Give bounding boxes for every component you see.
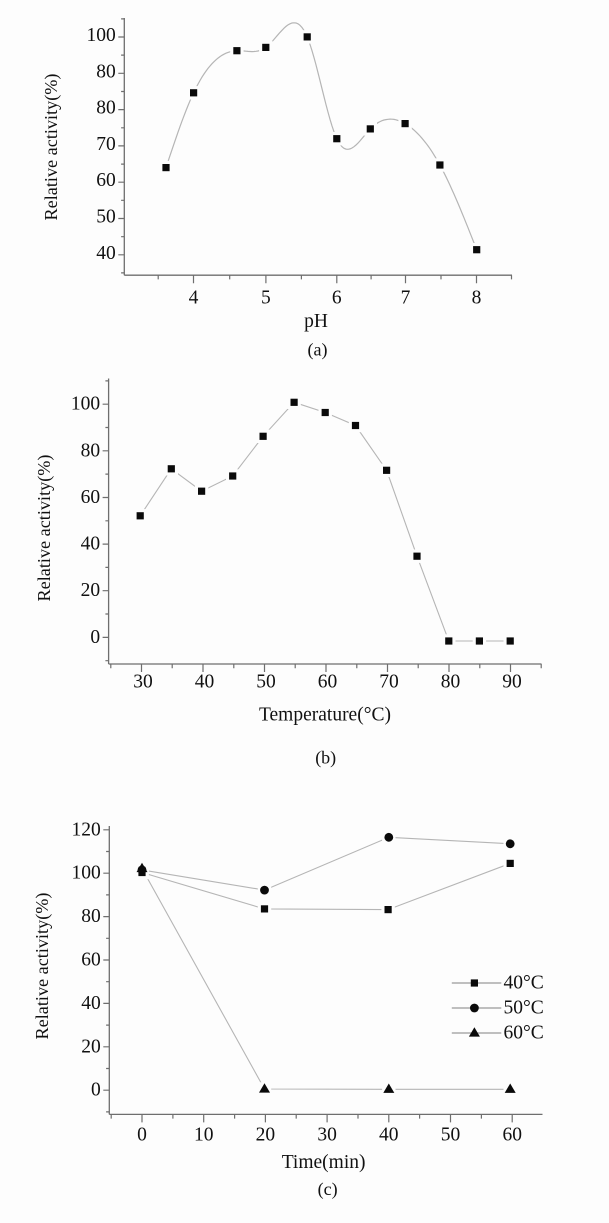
svg-text:30: 30	[317, 1125, 337, 1146]
svg-text:0: 0	[137, 1125, 147, 1146]
svg-text:6: 6	[332, 287, 342, 308]
svg-text:50: 50	[441, 1125, 461, 1146]
svg-text:40: 40	[195, 672, 215, 693]
svg-text:40: 40	[379, 1125, 399, 1146]
svg-text:10: 10	[194, 1125, 214, 1146]
svg-text:4: 4	[189, 287, 199, 308]
svg-text:(a): (a)	[308, 340, 328, 361]
svg-text:90: 90	[502, 672, 522, 693]
svg-text:(c): (c)	[318, 1179, 338, 1200]
svg-text:70: 70	[379, 672, 399, 693]
svg-text:40°C: 40°C	[504, 973, 544, 994]
svg-text:Temperature(°C): Temperature(°C)	[259, 704, 391, 725]
svg-text:60: 60	[96, 170, 116, 191]
svg-text:5: 5	[261, 287, 271, 308]
svg-text:60: 60	[81, 950, 101, 971]
svg-text:Relative activity(%): Relative activity(%)	[41, 74, 62, 221]
svg-text:20: 20	[81, 1036, 101, 1057]
svg-text:Relative activity(%): Relative activity(%)	[34, 455, 55, 602]
svg-text:40: 40	[81, 993, 101, 1014]
svg-text:0: 0	[90, 627, 100, 648]
svg-text:80: 80	[81, 440, 101, 461]
svg-text:pH: pH	[304, 311, 328, 332]
svg-text:30: 30	[133, 672, 153, 693]
svg-text:Relative activity(%): Relative activity(%)	[32, 893, 53, 1040]
svg-text:100: 100	[72, 863, 101, 884]
svg-text:60: 60	[318, 672, 338, 693]
svg-text:40: 40	[81, 534, 101, 555]
svg-text:50: 50	[256, 672, 276, 693]
svg-text:60°C: 60°C	[504, 1023, 544, 1044]
svg-text:20: 20	[81, 580, 101, 601]
svg-text:80: 80	[81, 906, 101, 927]
svg-text:50°C: 50°C	[504, 998, 544, 1019]
svg-text:60: 60	[81, 487, 101, 508]
svg-text:(b): (b)	[315, 748, 336, 769]
svg-text:120: 120	[72, 819, 101, 840]
svg-text:80: 80	[96, 98, 116, 119]
svg-text:100: 100	[87, 25, 116, 46]
svg-text:100: 100	[71, 394, 100, 415]
svg-text:7: 7	[401, 287, 411, 308]
svg-text:60: 60	[502, 1125, 522, 1146]
svg-text:Time(min): Time(min)	[282, 1152, 366, 1173]
svg-text:80: 80	[441, 672, 461, 693]
svg-text:8: 8	[472, 287, 482, 308]
svg-text:0: 0	[91, 1080, 101, 1101]
svg-text:80: 80	[96, 61, 116, 82]
svg-text:70: 70	[96, 134, 116, 155]
svg-text:20: 20	[256, 1125, 276, 1146]
svg-text:50: 50	[96, 207, 116, 228]
svg-text:40: 40	[96, 243, 116, 264]
